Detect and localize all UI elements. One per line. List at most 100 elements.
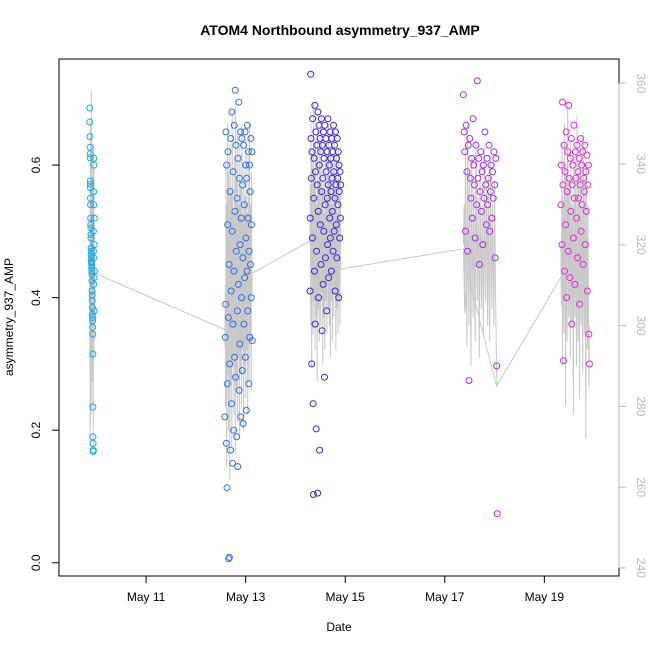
data-point — [228, 108, 236, 116]
y-tick-label: 0.4 — [29, 289, 43, 306]
secondary-trace-2 — [224, 103, 253, 480]
data-point — [480, 194, 488, 202]
y-tick-label: 0.0 — [29, 554, 43, 571]
data-point — [561, 267, 569, 275]
data-point — [570, 194, 578, 202]
data-point — [321, 121, 329, 129]
data-point — [471, 181, 478, 189]
data-point — [485, 141, 493, 149]
data-point — [329, 247, 337, 255]
data-point — [315, 161, 323, 169]
data-point — [232, 373, 240, 381]
data-point — [89, 317, 97, 325]
y2-tick-label: 340 — [634, 154, 648, 174]
data-point — [227, 446, 234, 454]
data-point — [581, 141, 589, 149]
data-point — [483, 154, 491, 162]
data-point — [578, 201, 586, 209]
data-point — [331, 287, 339, 295]
data-point — [462, 227, 469, 235]
data-point — [86, 104, 94, 112]
data-point — [573, 141, 581, 149]
data-point — [333, 154, 341, 162]
data-point — [241, 353, 249, 361]
data-point — [474, 174, 482, 182]
data-point — [245, 380, 253, 388]
data-point — [336, 214, 344, 222]
data-point — [240, 141, 248, 149]
x-axis-label: Date — [326, 620, 352, 634]
data-point — [560, 141, 568, 149]
data-point — [583, 287, 591, 295]
data-point — [478, 168, 486, 176]
data-point — [575, 154, 583, 162]
data-point — [312, 128, 320, 136]
data-point — [484, 201, 492, 209]
data-point — [87, 201, 95, 209]
points-layer — [86, 70, 593, 563]
data-point — [222, 439, 230, 447]
data-point — [87, 194, 94, 202]
data-point — [224, 148, 232, 156]
y2-tick-label: 260 — [634, 477, 648, 497]
x-tick-label: May 15 — [326, 590, 366, 604]
data-point — [562, 128, 570, 136]
data-point — [318, 327, 326, 335]
data-point — [319, 128, 327, 136]
data-point — [86, 150, 94, 158]
data-point — [236, 340, 244, 348]
data-point — [230, 121, 238, 129]
data-point — [243, 121, 251, 129]
data-point — [574, 254, 581, 262]
data-point — [558, 241, 566, 249]
data-point — [333, 254, 341, 262]
data-point — [87, 247, 95, 255]
data-point — [310, 194, 318, 202]
data-point — [574, 168, 582, 176]
data-point — [314, 108, 322, 116]
data-point — [581, 241, 589, 249]
data-point — [473, 77, 481, 85]
data-point — [583, 151, 591, 159]
data-point — [229, 459, 236, 467]
data-point — [244, 148, 252, 156]
x-tick-label: May 17 — [425, 590, 465, 604]
data-point — [89, 439, 97, 447]
data-point — [316, 446, 324, 454]
data-point — [90, 241, 98, 249]
data-point — [491, 181, 499, 189]
data-point — [477, 207, 485, 215]
x-tick-label: May 13 — [226, 590, 266, 604]
data-point — [246, 188, 254, 196]
data-point — [569, 161, 577, 169]
data-point — [307, 70, 315, 78]
data-point — [491, 254, 499, 262]
data-point — [332, 181, 340, 189]
data-point — [311, 320, 319, 328]
data-point — [584, 161, 592, 169]
data-point — [584, 181, 592, 189]
y2-tick-label: 280 — [634, 396, 648, 416]
data-point — [466, 174, 474, 182]
data-point — [585, 330, 593, 338]
data-point — [310, 154, 318, 162]
data-point — [224, 314, 232, 321]
data-point — [323, 307, 331, 315]
data-point — [565, 174, 573, 182]
data-point — [89, 433, 97, 441]
data-point — [239, 254, 247, 262]
data-point — [89, 323, 97, 331]
data-point — [571, 148, 579, 156]
data-point — [470, 161, 478, 169]
data-point — [489, 194, 497, 202]
data-point — [87, 221, 95, 229]
data-point — [308, 234, 316, 242]
data-point — [244, 307, 252, 315]
data-point — [486, 227, 494, 235]
data-point — [234, 154, 242, 162]
data-point — [326, 234, 334, 242]
data-point — [563, 294, 571, 302]
data-point — [332, 221, 340, 229]
data-point — [460, 128, 468, 136]
